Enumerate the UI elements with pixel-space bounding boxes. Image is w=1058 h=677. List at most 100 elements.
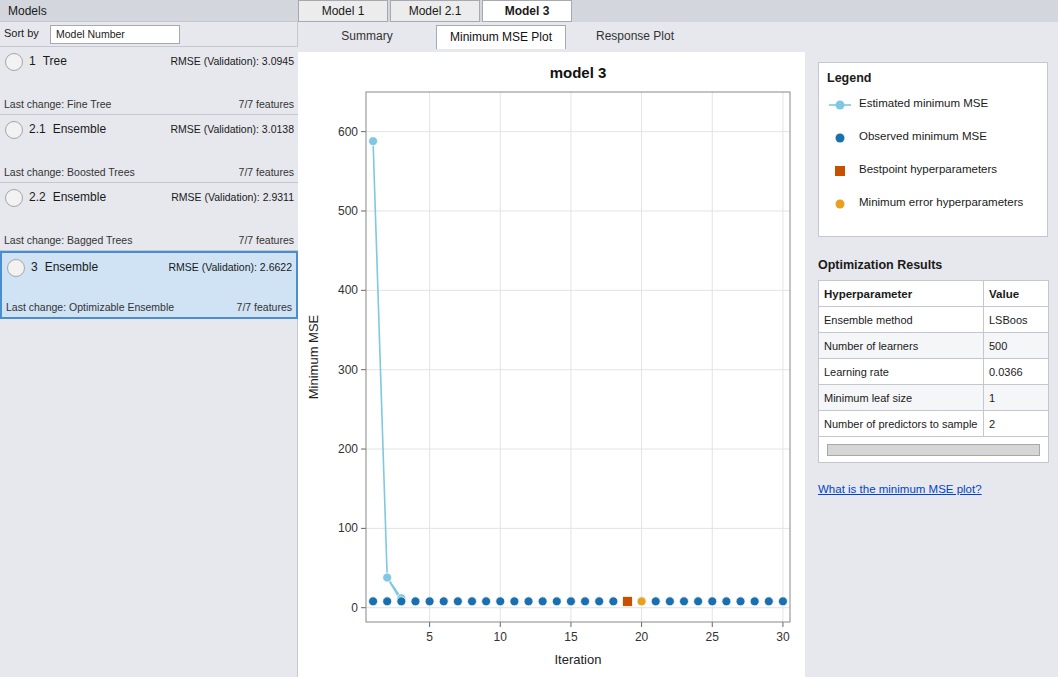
y-tick-label: 400 (338, 283, 358, 297)
models-panel: ModelsSort byModel Number1TreeRMSE (Vali… (0, 0, 298, 677)
point (736, 597, 745, 606)
table-row: Learning rate0.0366 (819, 359, 1049, 385)
table-cell: Learning rate (819, 359, 984, 385)
model-entry[interactable]: 1TreeRMSE (Validation): 3.0945Last chang… (0, 47, 298, 115)
point (566, 597, 575, 606)
table-cell: LSBoos (984, 307, 1049, 333)
point (680, 597, 689, 606)
chart: 510152025300100200300400500600model 3Ite… (298, 52, 805, 677)
legend-glyph (827, 128, 853, 148)
legend: LegendEstimated minimum MSEObserved mini… (818, 62, 1048, 237)
x-grid-line (570, 92, 571, 622)
model-entry[interactable]: 2.2EnsembleRMSE (Validation): 2.9311Last… (0, 183, 298, 251)
model-type: Ensemble (53, 122, 106, 136)
model-name: 2.1Ensemble (29, 122, 106, 136)
point (453, 597, 462, 606)
top-tab-bar: Model 1Model 2.1Model 3 (298, 0, 1058, 22)
y-tick-label: 100 (338, 521, 358, 535)
point (722, 597, 731, 606)
scrollbar (827, 444, 1040, 456)
x-tick-label: 10 (494, 630, 508, 644)
point (750, 597, 759, 606)
table-header-row: HyperparameterValue (819, 281, 1049, 307)
x-grid-line (782, 92, 783, 622)
model-features: 7/7 features (237, 301, 292, 313)
y-axis-label: Minimum MSE (306, 314, 321, 399)
legend-label: Estimated minimum MSE (859, 97, 988, 109)
legend-label: Minimum error hyperparameters (859, 196, 1023, 208)
table-cell: Ensemble method (819, 307, 984, 333)
sub-tab[interactable]: Response Plot (570, 25, 700, 49)
sort-dropdown[interactable]: Model Number (50, 25, 180, 44)
model-features: 7/7 features (239, 234, 294, 246)
legend-item: Bestpoint hyperparameters (827, 161, 1041, 181)
y-tick (361, 607, 366, 608)
top-tab[interactable]: Model 2.1 (390, 0, 480, 22)
y-tick-label: 600 (338, 125, 358, 139)
table-row: Number of predictors to sample2 (819, 411, 1049, 437)
x-grid-line (429, 92, 430, 622)
legend-item: Minimum error hyperparameters (827, 194, 1041, 214)
model-rmse: RMSE (Validation): 2.6622 (168, 261, 292, 273)
point (411, 597, 420, 606)
model-name: 3Ensemble (31, 260, 98, 274)
legend-item: Estimated minimum MSE (827, 95, 1041, 115)
point (397, 597, 406, 606)
model-features: 7/7 features (239, 98, 294, 110)
legend-marker (836, 200, 845, 209)
model-icon (5, 53, 23, 71)
table-row: Number of learners500 (819, 333, 1049, 359)
model-name: 2.2 Ensemble (29, 190, 106, 204)
x-axis-label: Iteration (555, 652, 602, 667)
model-entry[interactable]: 3Ensemble RMSE (Validation): 2.6622 Last c… (0, 251, 298, 319)
point (778, 597, 787, 606)
model-last-change: Last change: Fine Tree (4, 98, 111, 110)
point (383, 597, 392, 606)
help-link[interactable]: What is the minimum MSE plot? (818, 483, 1048, 495)
top-tab[interactable]: Model 1 (298, 0, 388, 22)
point (383, 573, 392, 582)
y-grid-line (366, 449, 790, 450)
sub-tab-bar: SummaryMinimum MSE PlotResponse Plot (298, 22, 1058, 52)
y-grid-line (366, 528, 790, 529)
point (482, 597, 491, 606)
results-table: HyperparameterValueEnsemble methodLSBoos… (818, 280, 1049, 463)
y-grid-line (366, 369, 790, 370)
model-entry[interactable]: 2.1EnsembleRMSE (Validation): 3.0138Last… (0, 115, 298, 183)
y-grid-line (366, 211, 790, 212)
table-cell: Number of predictors to sample (819, 411, 984, 437)
top-tab[interactable]: Model 3 (482, 0, 572, 22)
model-type: Tree (43, 54, 67, 68)
model-type: Ensemble (53, 190, 106, 204)
x-tick-label: 30 (776, 630, 790, 644)
y-tick-label: 500 (338, 204, 358, 218)
y-tick (361, 449, 366, 450)
model-name: 1 Tree (29, 54, 67, 68)
point (764, 597, 773, 606)
model-rmse: RMSE (Validation): 3.0138 (170, 123, 294, 135)
model-last-change: Last change: Optimizable Ensemble (6, 301, 174, 313)
sort-bar: Sort by Model Number (0, 22, 298, 47)
sub-tab[interactable]: Summary (302, 25, 432, 49)
sort-label: Sort by (4, 27, 39, 39)
x-tick-label: 5 (426, 630, 433, 644)
point (708, 597, 717, 606)
table-row: Ensemble methodLSBoos (819, 307, 1049, 333)
point (369, 137, 378, 146)
model-icon (5, 121, 23, 139)
x-grid-line (500, 92, 501, 622)
plot-frame (366, 92, 790, 622)
point (510, 597, 519, 606)
table-cell: 0.0366 (984, 359, 1049, 385)
legend-glyph (827, 194, 853, 214)
point (369, 597, 378, 606)
x-tick (570, 622, 571, 627)
point (552, 597, 561, 606)
model-features: 7/7 features (239, 166, 294, 178)
table-row: Minimum leaf size1 (819, 385, 1049, 411)
legend-glyph (827, 95, 853, 115)
model-id: 1 (29, 54, 36, 68)
model-id: 2.2 (29, 190, 46, 204)
sub-tab[interactable]: Minimum MSE Plot (436, 25, 566, 49)
point (524, 597, 533, 606)
